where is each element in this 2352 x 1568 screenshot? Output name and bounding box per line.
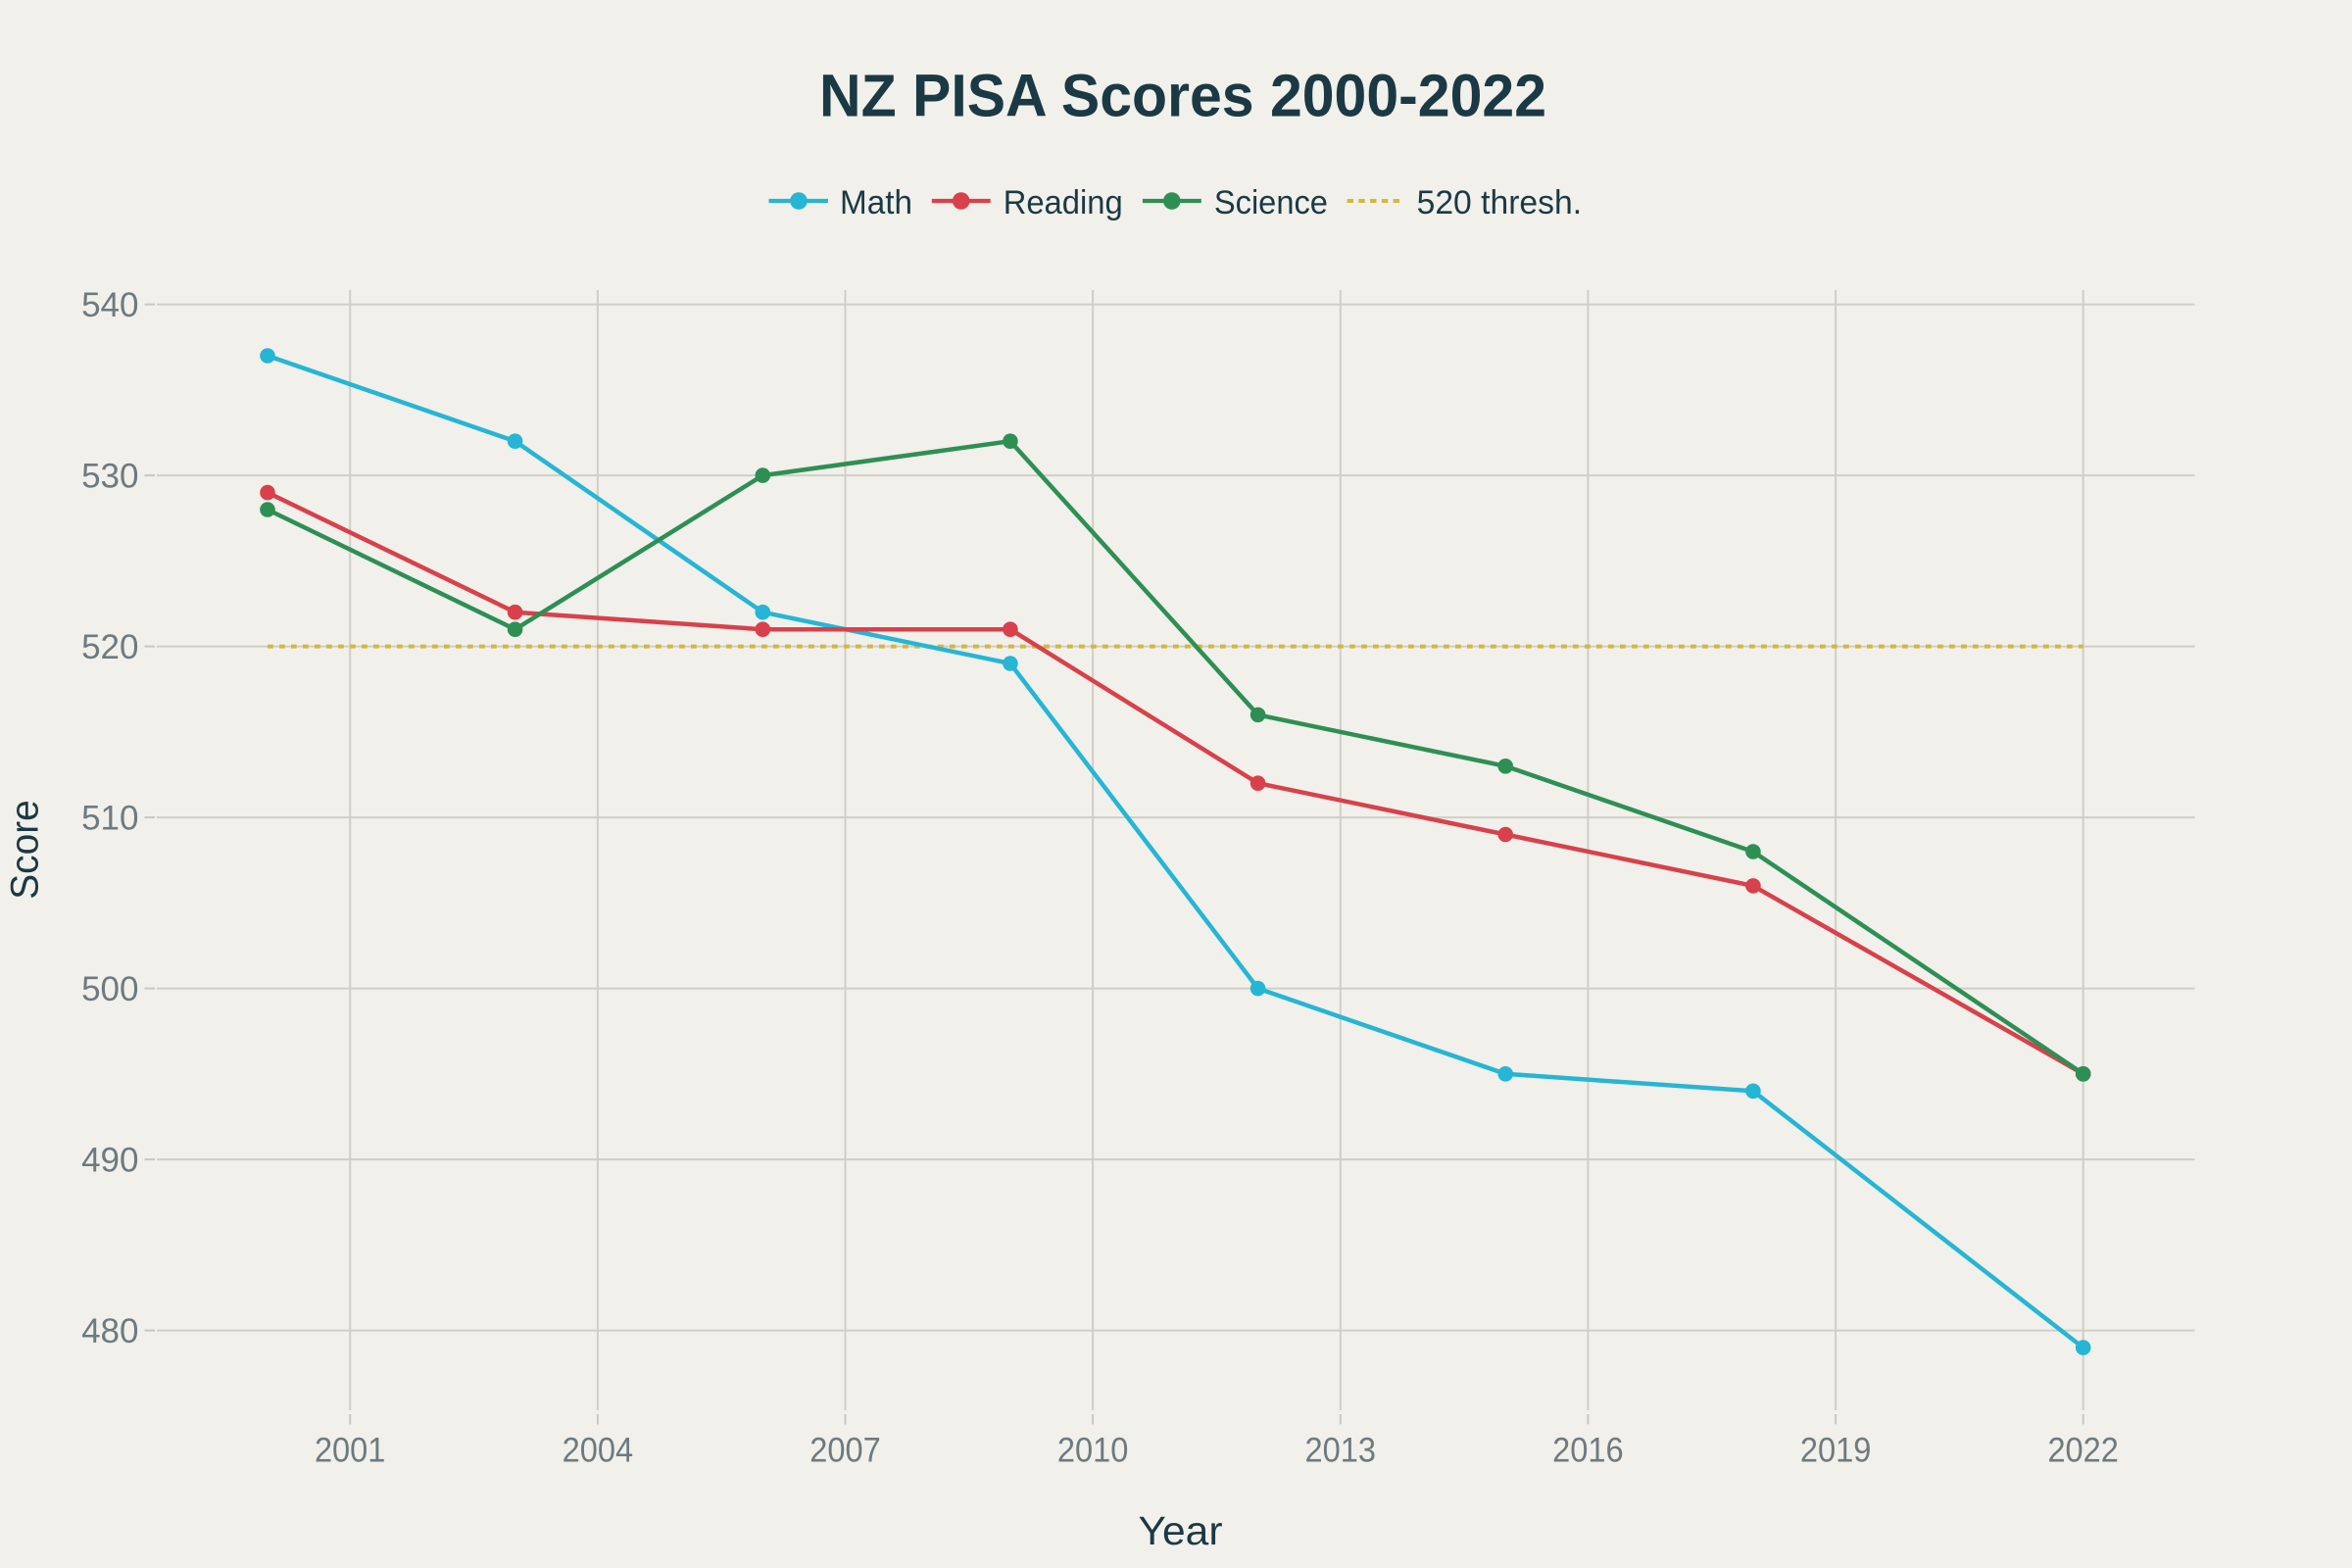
svg-text:480: 480 — [81, 1312, 138, 1350]
svg-text:Year: Year — [1139, 1508, 1223, 1553]
svg-text:540: 540 — [81, 286, 138, 324]
svg-text:520 thresh.: 520 thresh. — [1417, 184, 1583, 221]
svg-text:NZ PISA Scores 2000-2022: NZ PISA Scores 2000-2022 — [819, 63, 1546, 129]
svg-text:500: 500 — [81, 970, 138, 1008]
svg-text:2019: 2019 — [1800, 1432, 1872, 1470]
svg-text:2007: 2007 — [809, 1432, 881, 1470]
svg-text:530: 530 — [81, 458, 138, 496]
svg-text:2022: 2022 — [2047, 1432, 2119, 1470]
svg-text:2010: 2010 — [1057, 1432, 1129, 1470]
svg-text:510: 510 — [81, 800, 138, 838]
svg-text:Science: Science — [1214, 184, 1328, 221]
svg-text:520: 520 — [81, 628, 138, 666]
svg-text:2013: 2013 — [1305, 1432, 1377, 1470]
svg-text:Reading: Reading — [1004, 184, 1123, 221]
svg-text:2001: 2001 — [315, 1432, 386, 1470]
svg-text:Math: Math — [840, 184, 912, 221]
svg-text:Score: Score — [4, 800, 47, 900]
svg-text:2004: 2004 — [563, 1432, 634, 1470]
svg-text:490: 490 — [81, 1142, 138, 1180]
svg-text:2016: 2016 — [1552, 1432, 1624, 1470]
